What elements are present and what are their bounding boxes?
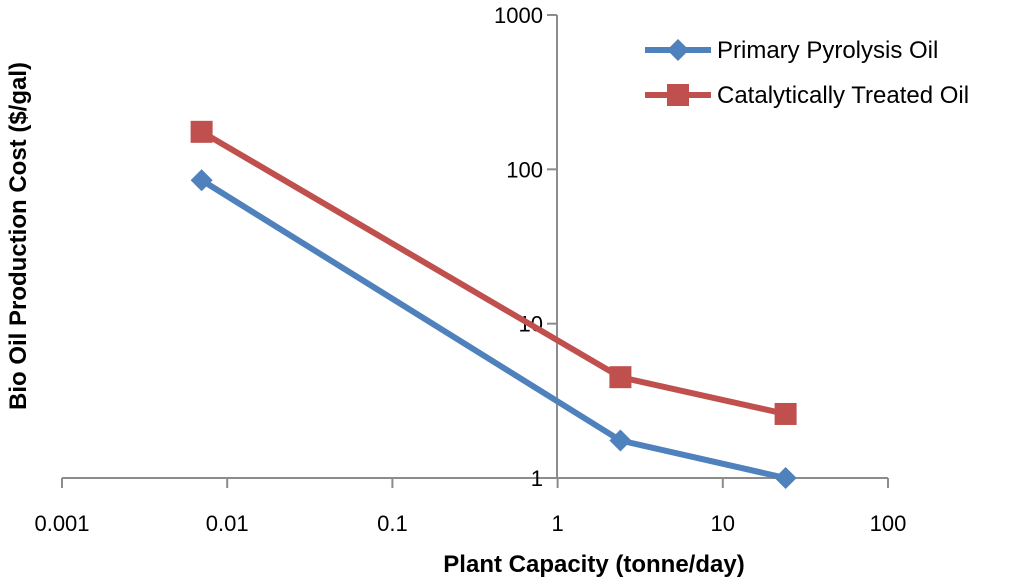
x-axis-title: Plant Capacity (tonne/day)	[443, 551, 744, 578]
x-tick-label: 1	[551, 511, 563, 536]
x-tick-label: 0.01	[206, 511, 249, 536]
legend-label: Catalytically Treated Oil	[717, 82, 969, 109]
y-axis-title: Bio Oil Production Cost ($/gal)	[5, 62, 32, 410]
series-2	[190, 120, 797, 425]
data-point	[774, 402, 797, 425]
y-tick-label: 100	[506, 157, 543, 182]
data-point	[609, 366, 632, 389]
x-axis-ticks: 0.001 0.01 0.1 1 10 100	[34, 478, 906, 536]
legend-item: Catalytically Treated Oil	[645, 82, 969, 109]
data-point	[774, 467, 797, 489]
y-tick-label: 1	[531, 466, 543, 491]
x-tick-label: 100	[870, 511, 907, 536]
data-point	[190, 120, 213, 143]
y-tick-label: 1000	[494, 3, 543, 28]
legend-item: Primary Pyrolysis Oil	[645, 37, 938, 64]
series-line	[200, 177, 787, 481]
legend: Primary Pyrolysis Oil Catalytically Treat…	[645, 37, 969, 109]
series-line	[200, 129, 787, 417]
legend-marker	[667, 39, 689, 61]
legend-marker	[667, 84, 689, 106]
legend-label: Primary Pyrolysis Oil	[717, 37, 938, 64]
x-tick-label: 0.001	[34, 511, 89, 536]
series-layer	[190, 120, 797, 489]
data-point	[609, 429, 632, 452]
x-tick-label: 0.1	[377, 511, 408, 536]
x-tick-label: 10	[711, 511, 735, 536]
data-point	[190, 169, 213, 192]
series-1	[190, 169, 797, 489]
